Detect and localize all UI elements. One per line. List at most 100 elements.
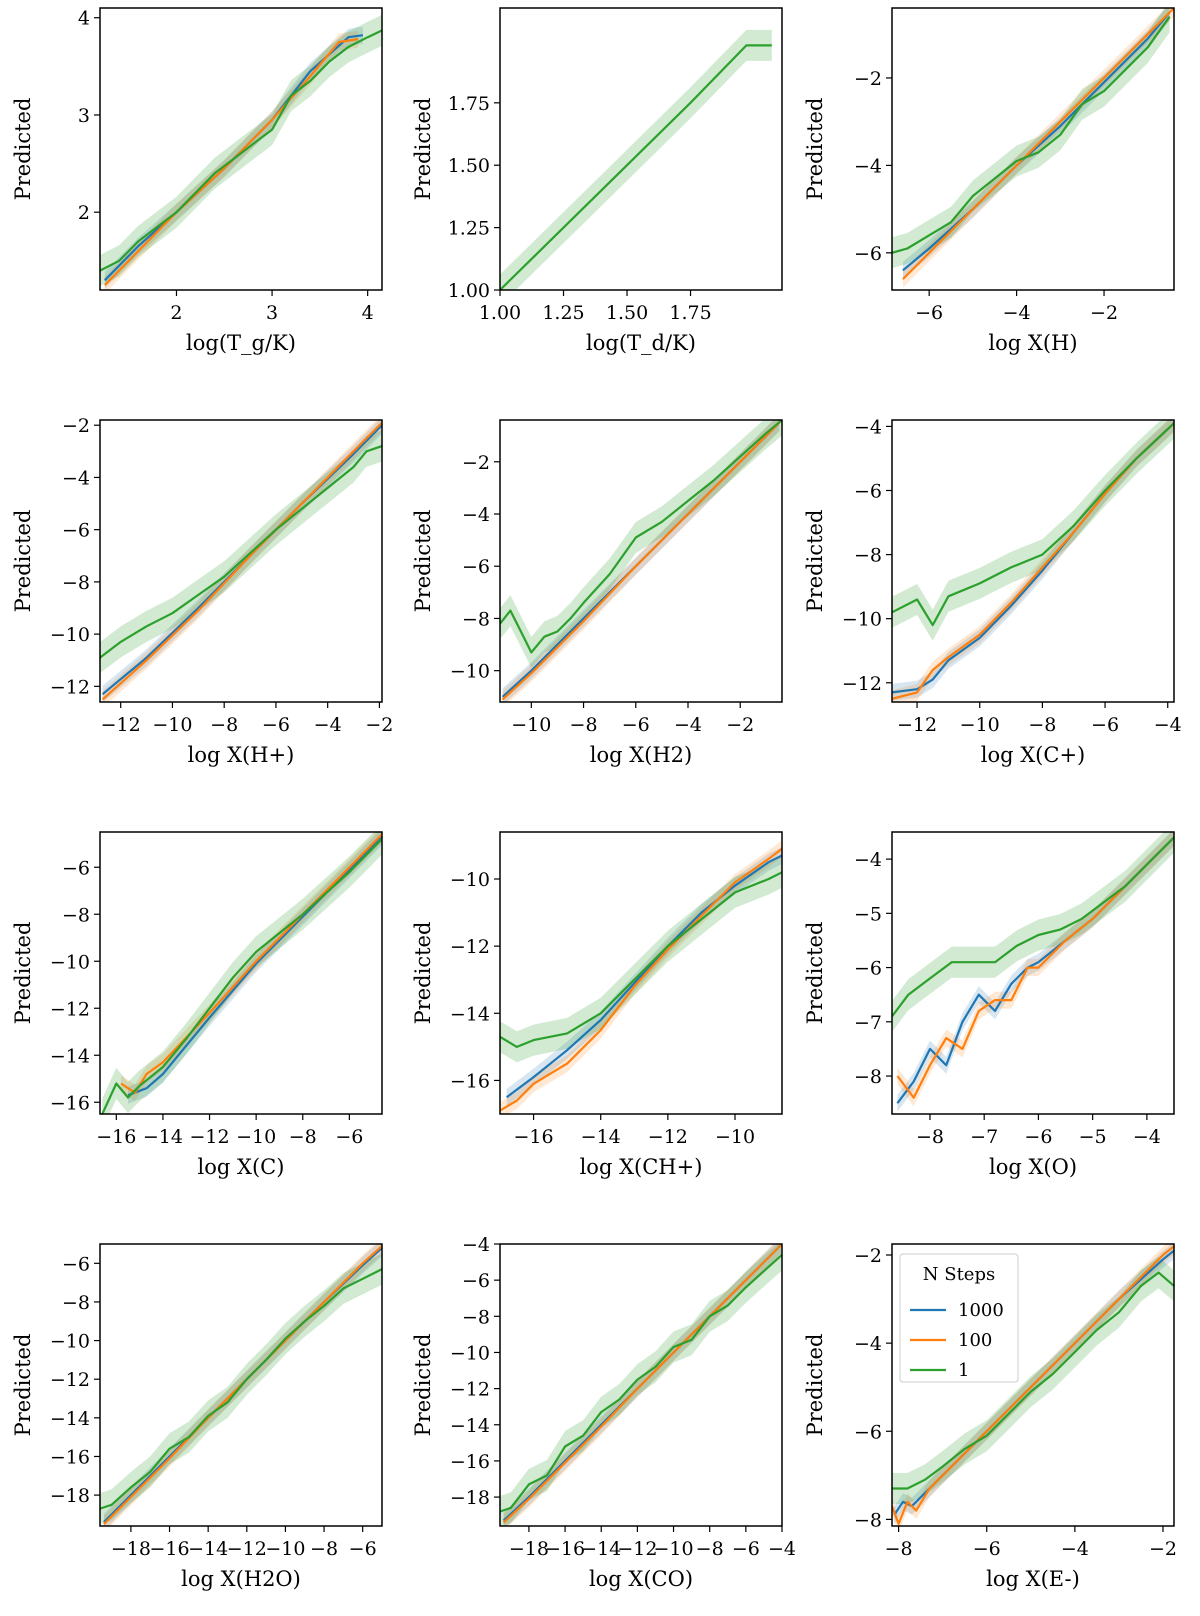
panel-1: 2 3 4 2 3 4 log(T_g/K) Predicted [11,7,383,355]
x-tick-label: −14 [143,1126,183,1148]
x-tick-label: −14 [581,1538,621,1560]
x-tick-label: −7 [970,1126,998,1148]
x-axis-label: log X(O) [989,1155,1077,1179]
plot-area [892,8,1174,288]
axes-frame [99,419,383,703]
y-tick-label: −4 [462,504,490,526]
x-tick-label: 4 [362,302,374,324]
x-axis-label: log X(CH+) [580,1155,703,1179]
band-1-steps [892,420,1174,641]
axes-frame [891,7,1175,291]
x-tick-label: −16 [514,1126,554,1148]
x-axis-label: log(T_g/K) [186,331,296,355]
y-tick-label: −12 [450,1379,490,1401]
x-tick-label: −16 [545,1538,585,1560]
y-tick-label: −14 [450,1003,490,1025]
x-tick-label: −8 [1028,714,1056,736]
series-line-1-steps [500,1253,782,1513]
series-line-1-steps [892,422,1174,627]
y-tick-label: −16 [50,1446,90,1468]
x-tick-label: −8 [310,1538,338,1560]
y-tick-label: −4 [854,849,882,871]
x-axis-label: log X(CO) [589,1567,693,1591]
y-tick-label: −16 [450,1451,490,1473]
x-tick-label: −12 [617,1538,657,1560]
panel-8: −16 −14 −12 −10 −16 −14 −12 −10 log X(CH+) Predic… [411,831,783,1179]
x-tick-label: −18 [111,1538,151,1560]
y-tick-label: −10 [842,609,882,631]
y-tick-label: −6 [62,520,90,542]
x-tick-label: −2 [1090,302,1118,324]
panel-2: 1.00 1.25 1.50 1.75 1.00 1.25 1.50 1.75 log(T_d/… [411,7,783,355]
axes-frame [499,419,783,703]
axes-frame [891,831,1175,1115]
plot-area [500,1244,782,1526]
y-axis-label: Predicted [11,510,35,613]
y-tick-label: −18 [50,1485,90,1507]
plot-area [892,420,1174,702]
y-tick-label: −8 [854,1509,882,1531]
x-tick-label: −8 [696,1538,724,1560]
x-tick-label: −8 [885,1538,913,1560]
y-tick-label: −8 [62,904,90,926]
x-tick-label: −2 [726,714,754,736]
y-tick-label: −6 [854,481,882,503]
x-axis-label: log(T_d/K) [586,331,696,355]
x-tick-label: −6 [915,302,943,324]
x-tick-label: −8 [570,714,598,736]
y-tick-label: −12 [842,673,882,695]
x-tick-label: −4 [1003,302,1031,324]
plot-area [100,14,382,290]
y-tick-label: −10 [50,951,90,973]
y-axis-label: Predicted [411,1334,435,1437]
y-tick-label: −6 [854,243,882,265]
series-line-1-steps [100,1268,382,1510]
y-axis-label: Predicted [803,98,827,201]
band-1-steps [892,1257,1174,1505]
band-1-steps [892,832,1174,1032]
x-axis-label: log X(H2O) [181,1567,301,1591]
y-tick-label: −6 [854,1421,882,1443]
band-1-steps [100,430,382,674]
y-tick-label: −4 [854,1333,882,1355]
plot-area [892,1244,1174,1526]
axes-frame [891,419,1175,703]
x-tick-label: −10 [152,714,192,736]
series-line-1-steps [500,871,782,1049]
y-tick-label: −10 [450,1342,490,1364]
y-tick-label: −8 [854,1066,882,1088]
y-axis-label: Predicted [11,1334,35,1437]
series-line-1-steps [892,836,1174,1018]
y-axis-label: Predicted [803,1334,827,1437]
x-tick-label: −4 [674,714,702,736]
series-line-1-steps [500,420,782,654]
x-axis-label: log X(C+) [981,743,1085,767]
y-tick-label: −12 [50,676,90,698]
x-axis-label: log X(H+) [188,743,295,767]
series-line-1-steps [101,838,382,1114]
y-tick-label: −10 [450,661,490,683]
y-tick-label: 3 [78,105,90,127]
series-line-1000-steps [902,11,1171,272]
series-line-1000-steps [127,835,382,1097]
y-tick-label: 1.25 [448,218,490,240]
y-axis-label: Predicted [11,98,35,201]
x-tick-label: −16 [149,1538,189,1560]
y-tick-label: −8 [62,572,90,594]
panel-11: −18−16−14−12−10 −8 −6 −4−18−16−14−12−10−8−6… [411,1234,796,1591]
x-tick-label: −4 [768,1538,796,1560]
y-tick-label: −6 [462,556,490,578]
band-1-steps [500,856,782,1063]
x-axis-label: log X(E-) [986,1567,1080,1591]
x-tick-label: −4 [1061,1538,1089,1560]
y-axis-label: Predicted [11,922,35,1025]
panel-9: −8 −7 −6 −5 −4 −8 −7 −6 −5 −4 log X(O) Predicted [803,831,1175,1179]
x-tick-label: −10 [265,1538,305,1560]
legend-box [899,1253,1019,1383]
x-tick-label: −6 [732,1538,760,1560]
series-line-1-steps [500,44,772,290]
y-axis-label: Predicted [411,98,435,201]
y-tick-label: −12 [50,998,90,1020]
x-tick-label: −2 [365,714,393,736]
